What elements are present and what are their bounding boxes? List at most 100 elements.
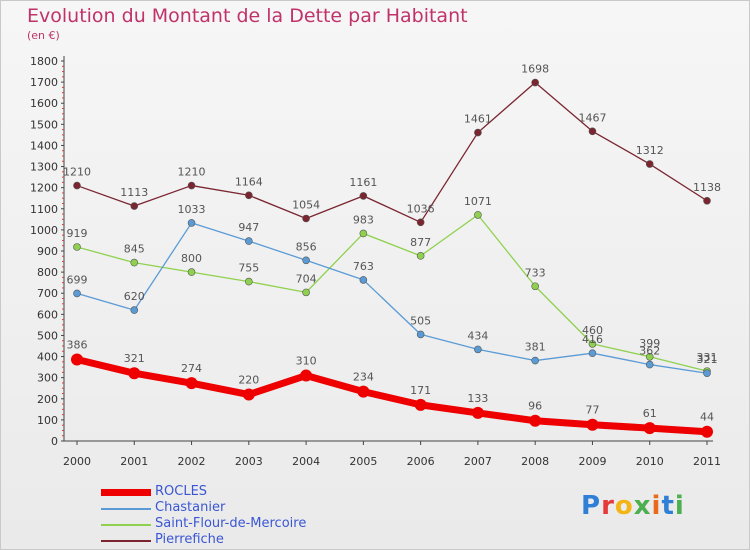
series-line-rocles: [76, 356, 708, 436]
data-point: [359, 229, 368, 238]
series-line-saint-flour-de-mercoire: [76, 214, 708, 372]
data-label: 331: [697, 351, 718, 364]
data-label: 171: [410, 384, 431, 397]
data-point: [529, 414, 542, 427]
y-tick-label: 800: [37, 266, 58, 279]
legend-label: Saint-Flour-de-Mercoire: [155, 516, 307, 531]
data-label: 274: [181, 362, 202, 375]
series-line-chastanier: [76, 222, 708, 374]
data-point: [703, 369, 711, 378]
legend-item: Chastanier: [101, 500, 421, 517]
data-label: 1210: [63, 166, 91, 179]
data-point: [359, 276, 368, 284]
data-label: 386: [67, 339, 88, 352]
x-tick-label: 2001: [120, 455, 148, 468]
legend-swatch: [101, 508, 151, 510]
x-tick-label: 2010: [636, 455, 664, 468]
legend-label: Chastanier: [155, 500, 226, 515]
logo-letter: o: [614, 491, 634, 521]
data-label: 321: [697, 353, 718, 366]
x-tick-label: 2008: [521, 455, 549, 468]
logo-letter: x: [633, 491, 652, 521]
data-point: [302, 288, 310, 297]
data-label: 877: [410, 236, 431, 249]
legend-label: Pierrefiche: [155, 532, 224, 547]
data-label: 800: [181, 252, 202, 265]
y-tick-label: 1700: [30, 76, 58, 89]
data-point: [128, 367, 141, 380]
data-point: [242, 388, 255, 401]
x-tick-label: 2002: [178, 455, 206, 468]
data-label: 699: [67, 273, 88, 286]
y-tick-label: 300: [37, 372, 58, 385]
data-point: [73, 243, 81, 251]
data-point: [531, 282, 539, 291]
data-point: [130, 306, 139, 314]
data-point: [416, 218, 425, 227]
data-label: 399: [639, 337, 660, 350]
data-label: 1210: [178, 166, 206, 179]
x-tick-label: 2006: [407, 455, 435, 468]
data-point: [586, 418, 599, 431]
data-point: [474, 128, 482, 137]
data-label: 434: [467, 329, 488, 342]
data-point: [357, 385, 370, 398]
data-point: [73, 181, 81, 190]
data-point: [474, 211, 482, 219]
logo-letter: i: [674, 491, 685, 521]
data-label: 919: [67, 227, 88, 240]
data-label: 416: [582, 333, 603, 346]
y-tick-label: 1500: [30, 118, 58, 131]
data-point: [245, 191, 253, 200]
data-label: 845: [124, 243, 145, 256]
data-label: 1054: [292, 198, 320, 211]
data-label: 362: [639, 345, 660, 358]
data-label: 381: [525, 341, 546, 354]
data-point: [359, 192, 368, 200]
y-tick-label: 500: [37, 329, 58, 342]
logo-letter: P: [581, 491, 602, 521]
data-label: 856: [296, 240, 317, 253]
y-tick-label: 1000: [30, 224, 58, 237]
data-point: [302, 214, 310, 223]
logo-letter: r: [601, 491, 615, 521]
y-tick-label: 200: [37, 393, 58, 406]
data-point: [245, 237, 253, 245]
logo-letter: t: [661, 491, 675, 521]
data-point: [588, 349, 597, 357]
data-label: 96: [528, 400, 542, 413]
legend-item: Saint-Flour-de-Mercoire: [101, 516, 421, 533]
data-label: 1467: [578, 111, 606, 124]
data-label: 983: [353, 213, 374, 226]
data-point: [416, 252, 425, 260]
data-label: 1312: [636, 144, 664, 157]
data-point: [187, 181, 196, 190]
data-label: 44: [700, 411, 714, 424]
y-tick-label: 1800: [30, 55, 58, 68]
data-point: [185, 377, 198, 390]
x-tick-label: 2003: [235, 455, 263, 468]
data-label: 1164: [235, 175, 263, 188]
data-label: 77: [585, 404, 599, 417]
data-point: [73, 289, 81, 298]
y-tick-label: 1200: [30, 182, 58, 195]
data-point: [416, 330, 425, 339]
data-label: 234: [353, 371, 374, 384]
data-point: [645, 360, 654, 369]
data-point: [300, 369, 313, 382]
data-point: [474, 345, 482, 354]
data-label: 733: [525, 266, 546, 279]
data-label: 1161: [349, 176, 377, 189]
legend-swatch: [101, 524, 151, 526]
legend-swatch: [101, 489, 151, 496]
data-label: 1033: [178, 203, 206, 216]
data-label: 1113: [120, 186, 148, 199]
chart-title: Evolution du Montant de la Dette par Hab…: [27, 5, 468, 27]
series-line-pierrefiche: [76, 81, 708, 223]
x-tick-label: 2011: [693, 455, 721, 468]
data-point: [531, 78, 539, 87]
data-label: 321: [124, 352, 145, 365]
x-tick-label: 2005: [349, 455, 377, 468]
y-tick-label: 1600: [30, 97, 58, 110]
